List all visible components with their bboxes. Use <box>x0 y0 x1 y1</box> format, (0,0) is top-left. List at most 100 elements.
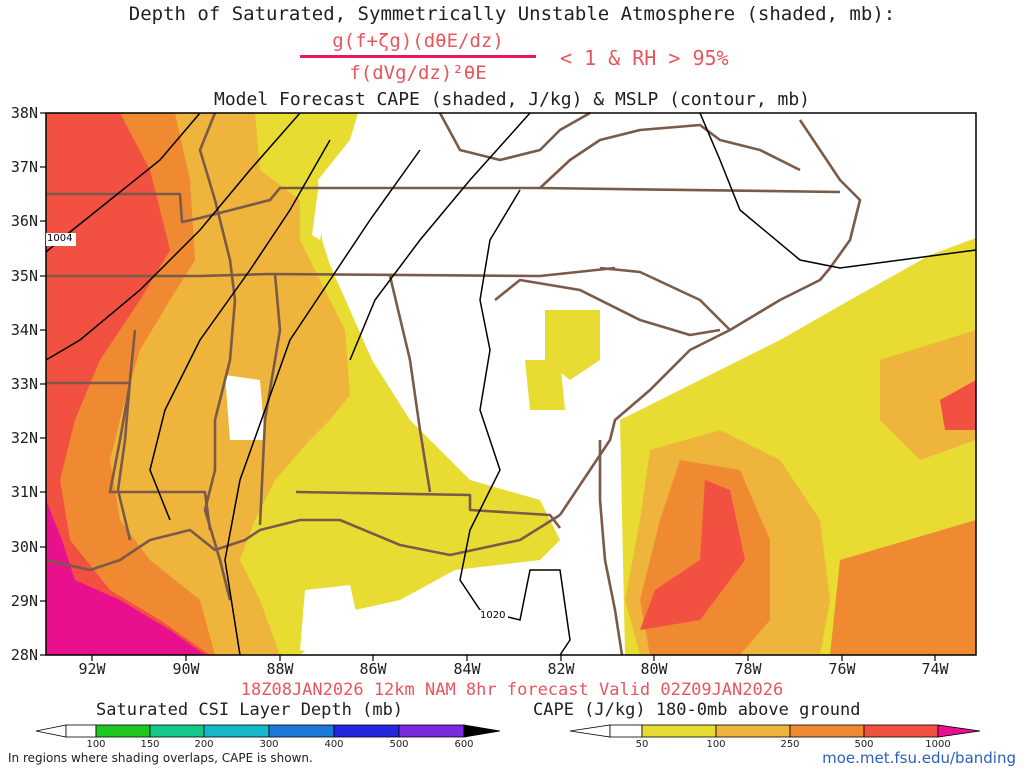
cape-shading <box>46 113 976 655</box>
la-ms-border <box>46 381 212 531</box>
lon-label: 80W <box>640 660 668 678</box>
csi-colorbar-label: Saturated CSI Layer Depth (mb) <box>96 700 404 720</box>
cape-magenta-west <box>46 500 205 655</box>
florida-east-coast <box>598 440 624 656</box>
csi-tick: 400 <box>324 739 344 750</box>
cape-cb-tri-left <box>569 724 611 738</box>
lon-label: 88W <box>266 660 294 678</box>
mslp-contours <box>45 112 977 656</box>
ky-tn-border <box>46 186 841 224</box>
csi-tick: 200 <box>194 739 214 750</box>
title-line1: Depth of Saturated, Symmetrically Unstab… <box>128 3 896 25</box>
title-condition: < 1 & RH > 95% <box>560 46 729 70</box>
atlantic-coast <box>558 119 862 516</box>
cape-hole-tn <box>312 190 330 240</box>
contour-label-1020-bg <box>478 610 508 623</box>
lon-label: 86W <box>359 660 387 678</box>
csi-tick: 500 <box>389 739 409 750</box>
isobar-1020 <box>459 189 571 656</box>
lon-label: 74W <box>921 660 949 678</box>
csi-cb-tri-right <box>463 724 501 738</box>
cape-cb-1 <box>609 724 643 738</box>
fraction-denominator: f(dVg/dz)²θE <box>349 62 487 84</box>
lon-label: 82W <box>547 660 575 678</box>
cape-cb-tri-right <box>937 724 981 738</box>
cape-red-se <box>940 380 976 430</box>
csi-cb-2 <box>95 724 151 738</box>
cape-hole-gulf <box>300 585 360 655</box>
mississippi-river <box>198 112 237 601</box>
lat-label: 28N <box>10 646 38 664</box>
contour-label-1004: 1004 <box>47 233 73 244</box>
csi-cb-7 <box>398 724 465 738</box>
csi-cb-1 <box>65 724 97 738</box>
cape-patch-ga2 <box>525 360 565 410</box>
cape-tick: 500 <box>854 739 874 750</box>
title-line3: Model Forecast CAPE (shaded, J/kg) & MSL… <box>213 89 811 110</box>
lat-label: 29N <box>10 592 38 610</box>
csi-tick: 100 <box>86 739 106 750</box>
lat-label: 34N <box>10 321 38 339</box>
cape-tick: 50 <box>635 739 649 750</box>
fraction-bar <box>300 55 536 58</box>
source-url[interactable]: moe.met.fsu.edu/banding <box>822 749 1016 767</box>
axis-ticks <box>40 112 936 661</box>
cape-cb-4 <box>789 724 865 738</box>
lat-label: 31N <box>10 483 38 501</box>
csi-tick: 600 <box>454 739 474 750</box>
overlap-note: In regions where shading overlaps, CAPE … <box>8 751 313 765</box>
lat-label: 36N <box>10 212 38 230</box>
cape-cb-2 <box>641 724 717 738</box>
isobar-1008 <box>45 112 301 361</box>
cape-patch-nc <box>790 330 850 370</box>
lon-label: 78W <box>734 660 762 678</box>
isobar-1016a <box>224 149 421 656</box>
csi-cb-4 <box>203 724 270 738</box>
lat-label: 30N <box>10 538 38 556</box>
lat-label: 37N <box>10 158 38 176</box>
fraction-numerator: g(f+ζg)(dθE/dz) <box>332 30 504 52</box>
wv-border <box>438 111 591 162</box>
isobar-north <box>699 112 977 269</box>
title-fraction: g(f+ζg)(dθE/dz) f(dVg/dz)²θE <box>300 28 536 86</box>
lat-label: 33N <box>10 375 38 393</box>
lon-label: 84W <box>453 660 481 678</box>
isobar-1012 <box>149 139 331 521</box>
csi-colorbar <box>35 724 501 738</box>
lon-label: 92W <box>78 660 106 678</box>
gulf-coast <box>45 513 561 572</box>
csi-cb-tri-left <box>35 724 67 738</box>
isobar-1016b <box>349 112 531 361</box>
cape-red-west <box>46 113 210 655</box>
ms-al-border <box>258 273 282 526</box>
al-ga-border <box>388 275 432 493</box>
va-border <box>539 123 801 189</box>
cape-colorbar <box>569 724 981 738</box>
lon-label: 90W <box>172 660 200 678</box>
lon-label: 76W <box>828 660 856 678</box>
cape-red-atlantic <box>640 480 745 630</box>
csi-tick: 150 <box>140 739 160 750</box>
csi-cb-5 <box>268 724 335 738</box>
lat-label: 38N <box>10 104 38 122</box>
ga-sc-border <box>494 278 721 337</box>
forecast-valid-line: 18Z08JAN2026 12km NAM 8hr forecast Valid… <box>240 680 784 700</box>
cape-darkorange-se <box>830 520 976 655</box>
csi-tick: 300 <box>259 739 279 750</box>
sc-nc-border <box>599 266 731 331</box>
cape-hole-ms <box>225 375 265 440</box>
cape-colorbar-label: CAPE (J/kg) 180-0mb above ground <box>533 700 861 720</box>
contour-label-1004-bg <box>46 233 76 246</box>
cape-cb-5 <box>863 724 939 738</box>
lat-label: 35N <box>10 267 38 285</box>
csi-cb-3 <box>149 724 205 738</box>
state-borders <box>45 111 862 656</box>
cape-tick: 250 <box>780 739 800 750</box>
cape-cb-3 <box>715 724 791 738</box>
tn-southern-border <box>46 266 616 278</box>
west-river <box>116 329 137 541</box>
contour-label-1020: 1020 <box>480 610 506 621</box>
cape-tick: 100 <box>706 739 726 750</box>
csi-cb-6 <box>333 724 400 738</box>
